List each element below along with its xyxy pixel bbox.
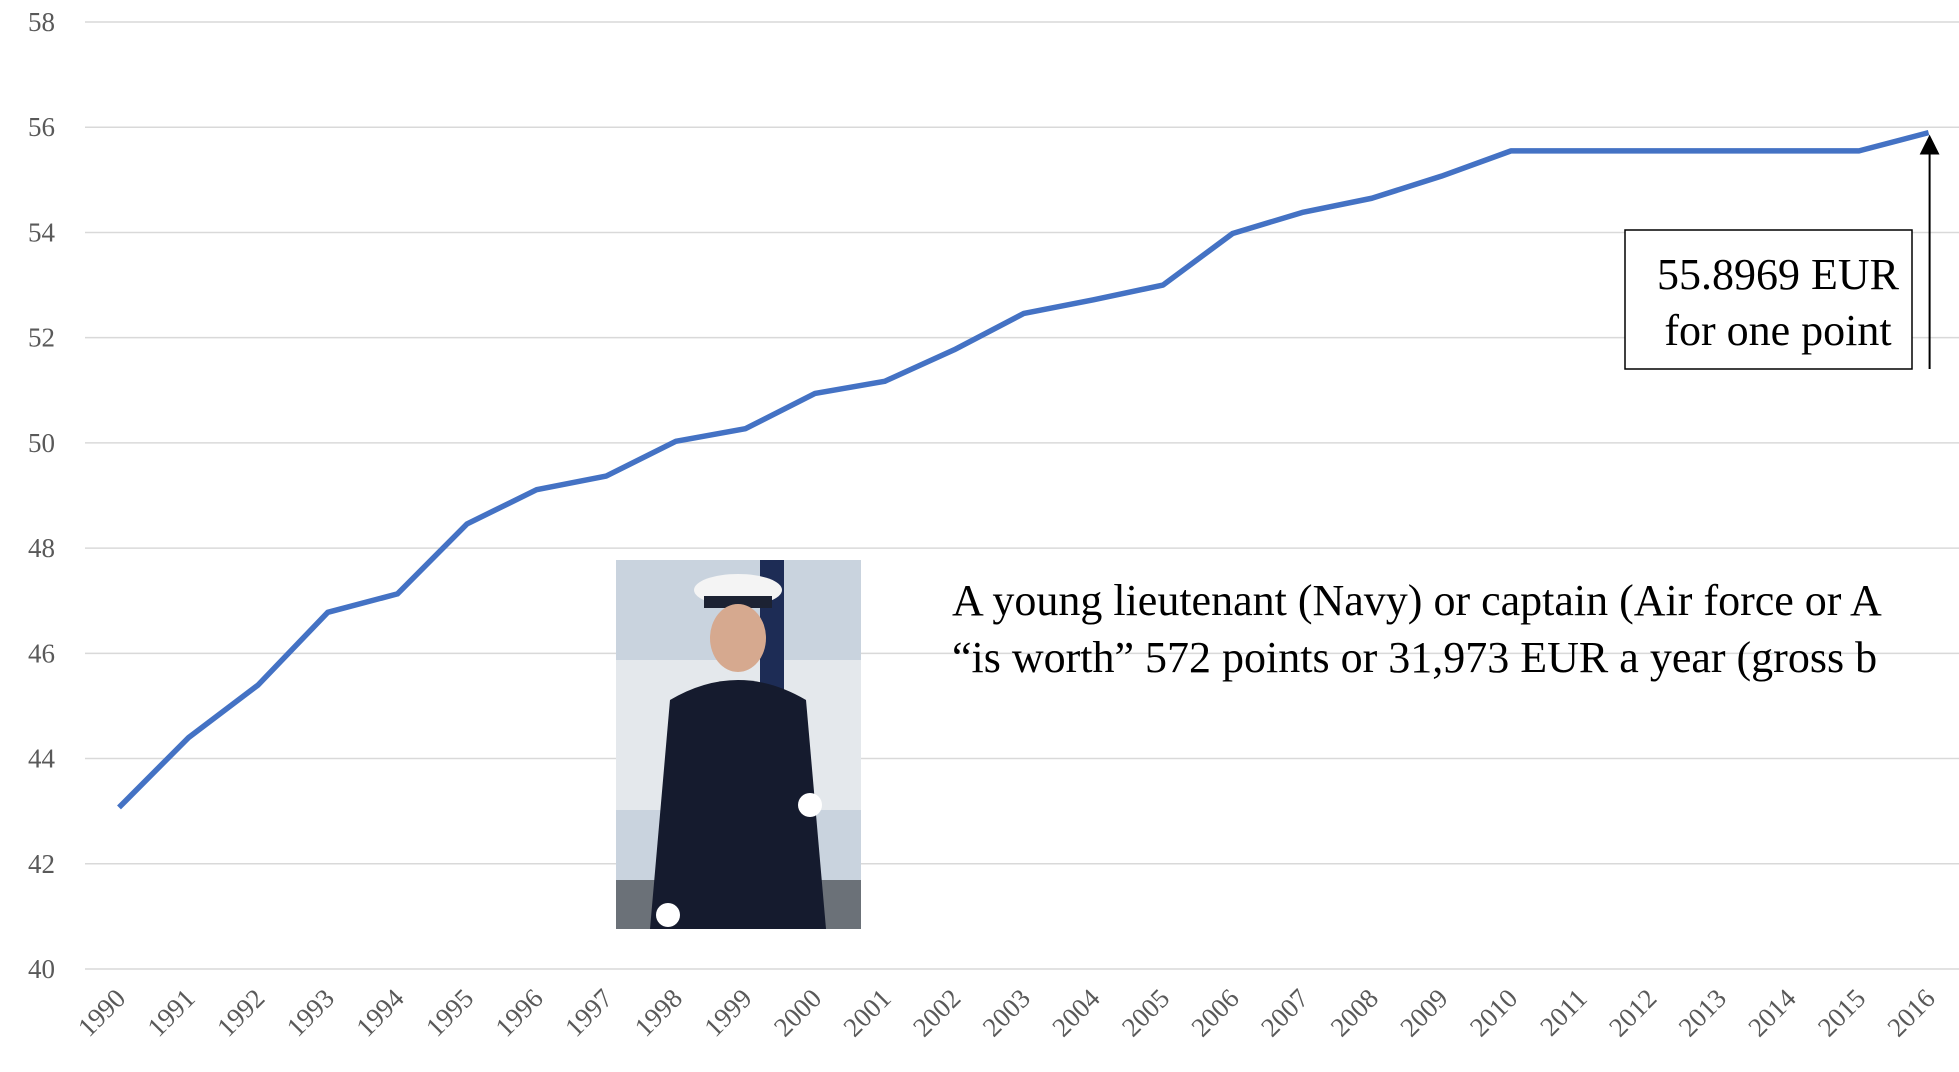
x-tick-label: 2000 (768, 983, 827, 1042)
y-tick-label: 58 (28, 7, 55, 37)
x-tick-label: 1995 (420, 983, 479, 1042)
y-tick-label: 52 (28, 323, 55, 353)
chart: A young lieutenant (Navy) or captain (Ai… (0, 0, 1959, 1072)
y-tick-label: 46 (28, 638, 55, 668)
x-tick-label: 2011 (1534, 983, 1593, 1042)
annotation-text: for one point (1664, 306, 1891, 355)
x-tick-label: 2001 (837, 983, 896, 1042)
x-tick-label: 2006 (1185, 983, 1244, 1042)
annotation-text: 55.8969 EUR (1657, 250, 1900, 299)
x-tick-label: 1992 (211, 983, 270, 1042)
x-tick-label: 1997 (559, 983, 618, 1042)
y-tick-label: 54 (28, 217, 56, 247)
x-tick-label: 1994 (350, 983, 410, 1043)
x-tick-label: 2009 (1394, 983, 1453, 1042)
x-tick-label: 2005 (1116, 983, 1175, 1042)
x-tick-label: 2004 (1046, 983, 1106, 1043)
x-tick-label: 2012 (1603, 983, 1662, 1042)
x-tick-label: 1998 (629, 983, 688, 1042)
y-tick-label: 56 (28, 112, 55, 142)
x-tick-label: 2003 (977, 983, 1036, 1042)
x-tick-label: 1996 (489, 983, 548, 1042)
x-tick-label: 2010 (1464, 983, 1523, 1042)
grid (85, 22, 1959, 969)
x-tick-label: 2016 (1881, 983, 1940, 1042)
x-tick-label: 1990 (72, 983, 131, 1042)
x-tick-label: 2007 (1255, 983, 1314, 1042)
x-tick-label: 2014 (1742, 983, 1802, 1043)
y-tick-label: 44 (28, 744, 56, 774)
x-tick-label: 1993 (281, 983, 340, 1042)
y-tick-label: 50 (28, 428, 55, 458)
x-tick-label: 2008 (1325, 983, 1384, 1042)
note-line: “is worth” 572 points or 31,973 EUR a ye… (952, 633, 1877, 682)
x-tick-label: 1991 (141, 983, 200, 1042)
y-tick-label: 40 (28, 954, 55, 984)
photo (616, 560, 861, 929)
x-tick-label: 1999 (698, 983, 757, 1042)
x-tick-label: 2013 (1673, 983, 1732, 1042)
y-tick-label: 48 (28, 533, 55, 563)
note-line: A young lieutenant (Navy) or captain (Ai… (952, 576, 1882, 625)
x-tick-label: 2015 (1812, 983, 1871, 1042)
x-tick-label: 2002 (907, 983, 966, 1042)
y-tick-label: 42 (28, 849, 55, 879)
page: A young lieutenant (Navy) or captain (Ai… (0, 0, 1959, 1072)
